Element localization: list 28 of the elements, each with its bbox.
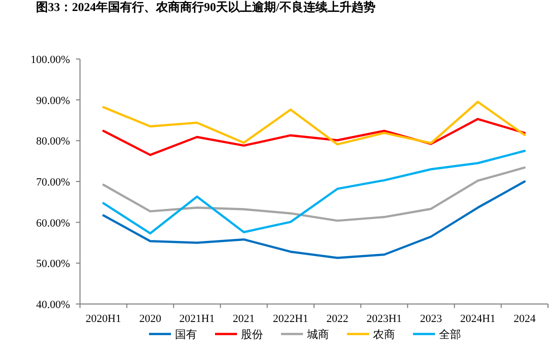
line-series: [102, 100, 526, 146]
x-tick-label: 2024: [514, 313, 536, 325]
line-series: [102, 166, 526, 222]
x-tick-label: 2024H1: [460, 313, 496, 325]
line-series: [102, 150, 526, 234]
y-tick-label: 60.00%: [36, 217, 70, 230]
x-tick-label: 2022: [326, 313, 348, 325]
x-tick-label: 2022H1: [272, 313, 308, 325]
y-tick-label: 80.00%: [36, 136, 70, 148]
legend-label: 城商: [306, 328, 329, 341]
y-tick-label: 100.00%: [30, 54, 70, 66]
legend-label: 全部: [439, 328, 461, 341]
x-tick-label: 2023: [420, 313, 442, 325]
y-tick-label: 90.00%: [36, 94, 70, 107]
x-tick-label: 2021H1: [179, 313, 215, 325]
y-tick-label: 50.00%: [36, 258, 70, 270]
legend-label: 国有: [175, 329, 197, 341]
line-series: [102, 118, 526, 156]
line-series: [102, 180, 526, 259]
legend-label: 农商: [373, 328, 395, 341]
chart-title: 图33：2024年国有行、农商商行90天以上逾期/不良连续上升趋势: [36, 0, 376, 14]
legend-label: 股份: [241, 329, 263, 341]
x-tick-label: 2020H1: [86, 313, 122, 325]
x-tick-label: 2021: [232, 313, 255, 325]
x-tick-label: 2020: [139, 313, 162, 325]
y-tick-label: 70.00%: [36, 176, 70, 188]
x-tick-label: 2023H1: [366, 313, 402, 325]
y-tick-label: 40.00%: [36, 299, 70, 311]
